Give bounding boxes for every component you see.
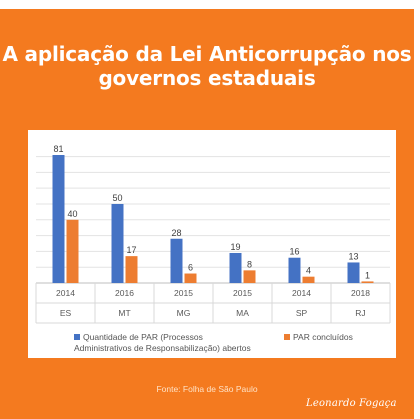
infographic-card: A aplicação da Lei Anticorrupção nos gov…: [0, 9, 414, 419]
tick-label-year-4: 2014: [292, 288, 311, 298]
tick-label-state-0: ES: [60, 308, 72, 318]
tick-label-year-5: 2018: [351, 288, 370, 298]
tick-label-state-4: SP: [296, 308, 308, 318]
data-label-concluded-es: 40: [67, 209, 77, 219]
tick-label-year-1: 2016: [115, 288, 134, 298]
tick-label-year-2: 2015: [174, 288, 193, 298]
legend-swatch-opened: [74, 334, 80, 340]
bar-concluded-es: [66, 219, 79, 283]
data-label-concluded-rj: 1: [365, 270, 370, 280]
data-label-opened-sp: 16: [289, 247, 299, 257]
chart-panel: 81 40 2014 ES 50 17 2016 MT 28 6 2015 MG 19 8 2015 MA 16…: [28, 130, 396, 358]
legend-swatch-concluded: [284, 334, 290, 340]
bar-opened-sp: [288, 257, 301, 283]
title-line-1: A aplicação da Lei Anticorrupção nos: [2, 42, 412, 66]
data-label-concluded-mt: 17: [126, 245, 136, 255]
bar-concluded-sp: [302, 276, 315, 283]
data-label-opened-ma: 19: [230, 242, 240, 252]
tick-label-year-0: 2014: [56, 288, 75, 298]
data-label-opened-mt: 50: [112, 193, 122, 203]
bar-opened-mg: [170, 238, 183, 283]
data-label-opened-mg: 28: [171, 228, 181, 238]
source-caption: Fonte: Folha de São Paulo: [156, 384, 258, 394]
bar-concluded-mg: [184, 273, 197, 283]
infographic-title: A aplicação da Lei Anticorrupção nos gov…: [0, 42, 414, 90]
legend-label-opened-line-1: Quantidade de PAR (Processos: [83, 332, 203, 342]
tick-label-state-5: RJ: [355, 308, 365, 318]
data-label-opened-rj: 13: [348, 251, 358, 261]
bar-concluded-ma: [243, 270, 256, 283]
bar-opened-es: [52, 155, 65, 283]
tick-label-state-2: MG: [177, 308, 191, 318]
tick-label-year-3: 2015: [233, 288, 252, 298]
legend-label-opened-line-2: Administrativos de Responsabilização) ab…: [74, 343, 251, 353]
legend-item-concluded: PAR concluídos: [284, 332, 353, 343]
legend-label-concluded: PAR concluídos: [293, 332, 353, 342]
title-line-2: governos estaduais: [98, 66, 316, 90]
data-label-opened-es: 81: [53, 144, 63, 154]
bar-opened-ma: [229, 252, 242, 283]
tick-label-state-1: MT: [118, 308, 130, 318]
bar-concluded-rj: [361, 281, 374, 283]
legend-item-opened: Quantidade de PAR (Processos Administrat…: [74, 332, 274, 354]
data-label-concluded-mg: 6: [188, 263, 193, 273]
bar-opened-rj: [347, 262, 360, 283]
tick-label-state-3: MA: [236, 308, 249, 318]
author-signature: Leonardo Fogaça: [306, 398, 397, 409]
bar-opened-mt: [111, 203, 124, 283]
bar-chart: 81 40 2014 ES 50 17 2016 MT 28 6 2015 MG 19 8 2015 MA 16…: [35, 144, 391, 324]
data-label-concluded-ma: 8: [247, 259, 252, 269]
data-label-concluded-sp: 4: [306, 266, 311, 276]
bar-concluded-mt: [125, 256, 138, 283]
